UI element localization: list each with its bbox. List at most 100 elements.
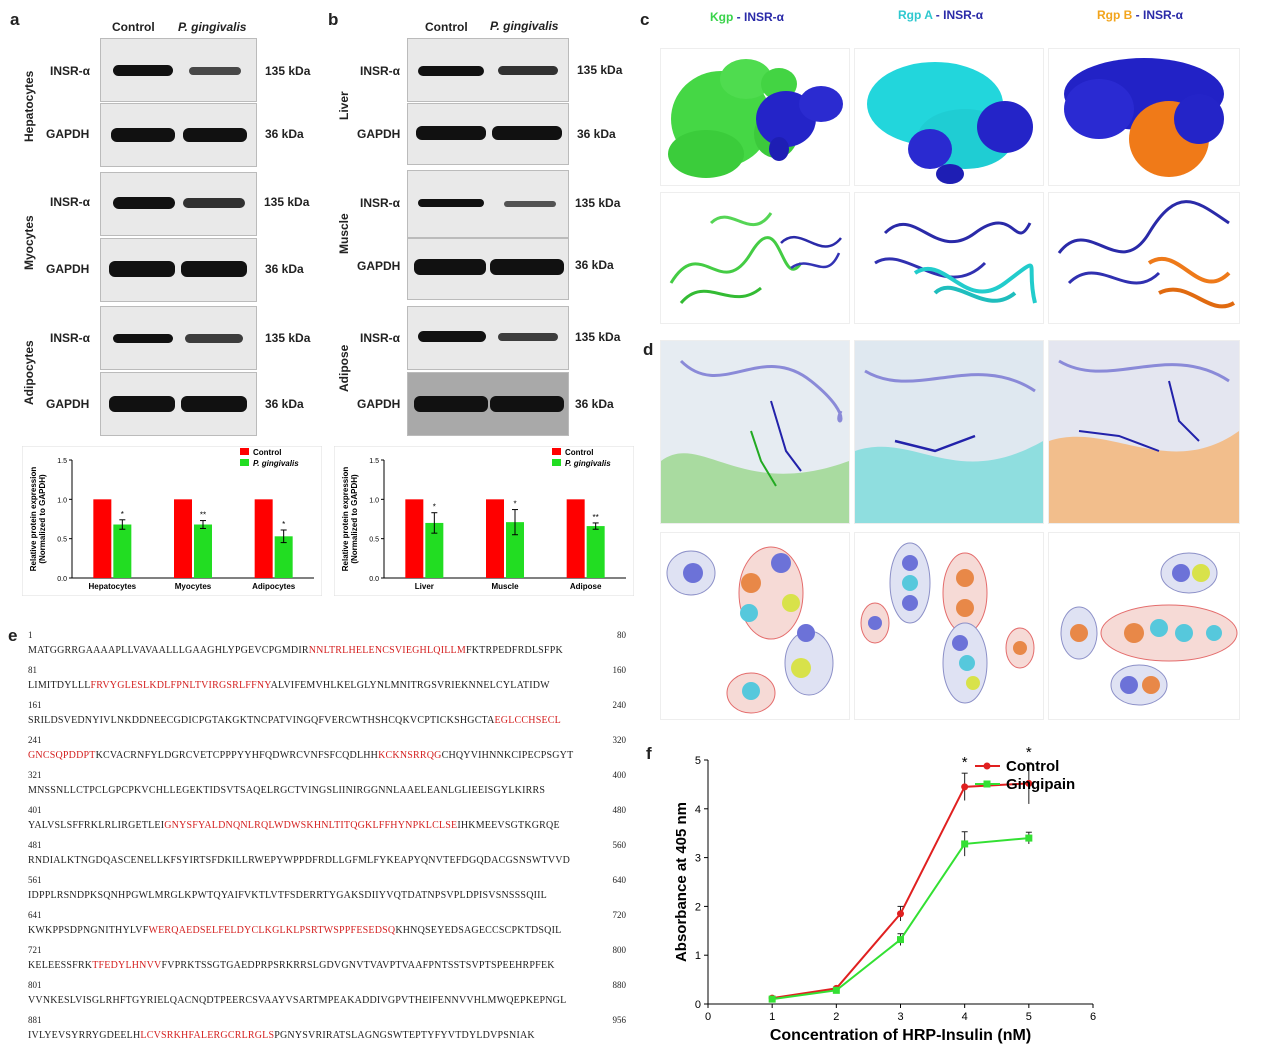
bar-pg [113,524,132,578]
legend-label-control: Control [253,448,281,457]
bar-control [566,499,585,578]
kda-label: 36 kDa [575,258,614,272]
sequence-end-index: 320 [612,735,627,745]
sequence-segment: SRILDSVEDNYIVLNKDDNEECGDICPGTAKGKTNCPATV… [28,715,495,726]
kda-label: 135 kDa [575,196,621,210]
group-label-adipose: Adipose [337,344,351,392]
data-point [961,840,969,848]
y-axis-label: (Normalized to GAPDH) [38,474,47,564]
kda-label: 36 kDa [577,127,616,141]
rgpb-insr-surface-model [1048,48,1240,186]
sequence-start-index: 401 [28,805,42,815]
kda-label: 135 kDa [577,63,623,77]
row-label-gapdh: GAPDH [357,259,401,273]
sequence-segment: IVLYEVSYRRYGDEELH [28,1030,141,1041]
x-tick-label: 6 [1090,1011,1096,1023]
row-label-gapdh: GAPDH [357,127,401,141]
sequence-end-index: 800 [612,945,627,955]
bar-control [486,499,504,578]
panel-label-f: f [646,744,652,763]
y-tick-label: 1.5 [369,458,379,465]
band [414,259,486,275]
panel-label-e: e [8,626,18,645]
row-label-insr: INSR-α [360,64,401,78]
legend-swatch-control [240,448,249,455]
sequence-segment: KHNQSEYEDSAGECCSCPKTDSQIL [395,925,562,936]
panel-label-a: a [10,10,20,29]
sequence-interface-region: FRVYGLESLKDLFPNLTVIRGSRLFFNY [90,680,271,691]
sequence-start-index: 561 [28,875,42,885]
sequence-end-index: 80 [617,630,626,640]
header-pg: P. gingivalis [178,20,247,34]
band [181,261,247,277]
band [490,259,564,275]
sequence-interface-region: LCVSRKHFALERGCRLRGLS [140,1030,275,1041]
significance-marker: * [282,520,285,529]
significance-marker: * [1026,746,1032,761]
bar-control [93,499,112,578]
sequence-segment: RNDIALKTNGDQASCENELLKFSYIRTSFDKILLRWEPYW… [28,855,571,866]
row-label-insr: INSR-α [360,196,401,210]
kgp-insr-ribbon-model [660,192,850,324]
y-tick-label: 1.5 [57,458,67,465]
band [189,67,241,75]
band [418,331,486,342]
bar-pg [586,526,605,578]
bar-pg [425,522,444,578]
sequence-end-index: 720 [612,910,627,920]
band [109,396,175,412]
band [418,66,484,76]
sequence-line: KWKPPSDPNGNITHYLVFWERQAEDSELFELDYCLKGLKL… [28,925,561,936]
bar-control [174,499,192,578]
sequence-start-index: 721 [28,945,42,955]
x-tick-label: 4 [962,1011,968,1023]
kda-label: 135 kDa [265,331,311,345]
sequence-line: RNDIALKTNGDQASCENELLKFSYIRTSFDKILLRWEPYW… [28,855,570,866]
group-label-liver: Liver [337,91,351,120]
bar-pg [274,536,293,578]
sequence-segment: IHKMEEVSGTKGRQE [457,820,560,831]
y-tick-label: 1 [695,950,701,962]
blot-image [407,238,569,300]
band [414,396,488,412]
x-tick-label: 0 [705,1011,711,1023]
sequence-interface-region: WERQAEDSELFELDYCLKGLKLPSRTWSPPFESEDSQ [148,925,396,936]
significance-marker: * [121,510,124,519]
y-axis-label: Relative protein expression [341,467,350,572]
x-tick-label: Muscle [491,582,519,591]
western-blot-b: Control P. gingivalis Liver Muscle Adipo… [325,0,635,440]
header-pg: P. gingivalis [490,19,559,33]
insr-sequence: 1 80 MATGGRRGAAAAPLLVAVAALLLGAAGHLYPGEVCPG… [18,630,632,1052]
band [113,334,173,343]
band [183,128,247,142]
band [113,65,173,76]
sequence-segment: MNSSNLLCTPCLGPCPKVCHLLEGEKTIDSVTSAQELRGC… [28,785,546,796]
x-tick-label: 3 [897,1011,903,1023]
sequence-start-index: 641 [28,910,42,920]
y-tick-label: 0 [695,999,701,1011]
blot-image [100,172,257,236]
band [111,128,175,142]
sequence-line: MATGGRRGAAAAPLLVAVAALLLGAAGHLYPGEVCPGMDI… [28,645,563,656]
band [416,126,486,140]
sequence-end-index: 160 [612,665,627,675]
blot-image [407,306,569,370]
blot-image [407,103,569,165]
panel-label-c: c [640,10,650,29]
c-title-b: INSR-α [744,10,785,24]
blot-image [100,238,257,302]
sequence-line: YALVSLSFFRKLRLIRGETLEIGNYSFYALDNQNLRQLWD… [28,820,560,831]
row-label-insr: INSR-α [50,331,91,345]
band [418,199,484,207]
y-tick-label: 2 [695,901,701,913]
bar-chart-a: 0.0 0.5 1.0 1.5 Relative protein expression(… [22,446,322,596]
band [490,396,564,412]
rgpb-insr-interaction-map [1048,532,1240,720]
sequence-segment: ALVIFEMVHLKELGLYNLMNITRGSVRIEKNNELCYLATI… [270,680,550,691]
header-control: Control [425,20,468,34]
sequence-interface-region: GNYSFYALDNQNLRQLWDWSKHNLTITQGKLFFHYNPKLC… [164,820,458,831]
c-titles: Kgp - INSR-α Rgp A - INSR-α Rgp B - INSR… [660,8,1260,28]
sequence-segment: IDPPLRSNDPKSQNHPGWLMRGLKPWTQYAIFVKTLVTFS… [28,890,547,901]
sequence-interface-region: GNCSQPDDPT [28,750,96,761]
sequence-line: LIMITDYLLLFRVYGLESLKDLFPNLTVIRGSRLFFNYAL… [28,680,550,691]
